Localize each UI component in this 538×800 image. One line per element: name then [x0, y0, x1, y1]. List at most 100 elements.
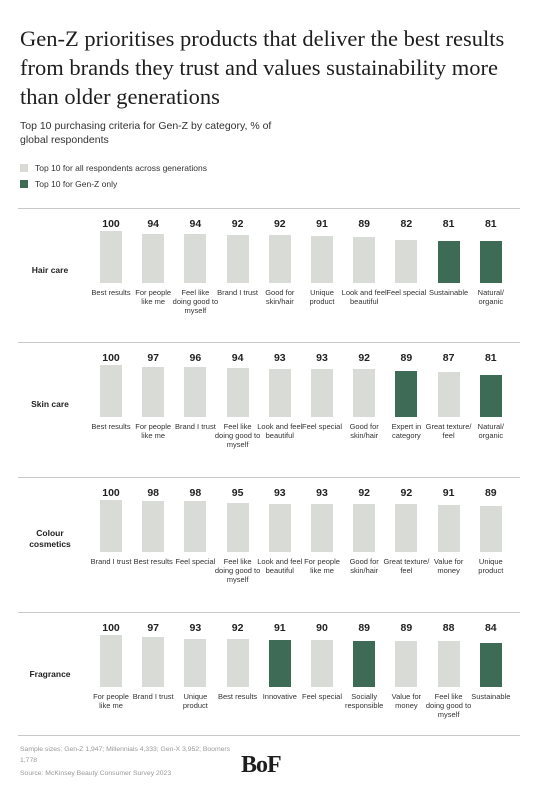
category-label: Sustainable: [471, 692, 511, 701]
value-label: 94: [189, 218, 202, 230]
bar: [184, 367, 207, 417]
category-label: Good for skin/hair: [349, 422, 379, 440]
bar: [353, 369, 376, 417]
bar: [311, 503, 333, 552]
value-label: 94: [231, 352, 244, 364]
bar: [100, 231, 122, 283]
value-label: 95: [231, 487, 244, 499]
panel-title: Colour cosmetics: [29, 528, 71, 549]
category-label: Feel like doing good to myself: [172, 288, 219, 315]
value-label: 92: [231, 218, 244, 230]
value-label: 98: [189, 487, 202, 499]
bar: [437, 371, 460, 417]
source: Source: McKinsey Beauty Consumer Survey …: [20, 770, 172, 777]
category-label: Brand I trust: [132, 692, 174, 701]
bar: [268, 639, 291, 687]
category-label: Brand I trust: [217, 288, 259, 297]
value-label: 84: [484, 622, 497, 634]
bar: [184, 234, 207, 283]
value-label: 90: [316, 622, 328, 634]
category-label: Look and feel beautiful: [341, 288, 387, 306]
bar: [142, 366, 165, 417]
category-label: For people like me: [93, 692, 129, 710]
value-label: 97: [147, 352, 160, 364]
value-label: 81: [442, 218, 455, 230]
bar: [142, 234, 165, 283]
value-label: 92: [231, 622, 244, 634]
bar: [184, 501, 207, 552]
bar: [100, 365, 122, 417]
panel-title: Skin care: [31, 398, 69, 409]
bar: [311, 368, 333, 417]
value-label: 100: [102, 487, 120, 499]
bar: [395, 640, 418, 687]
bar: [142, 501, 165, 552]
category-label: Great texture/ feel: [425, 422, 472, 440]
category-label: Look and feel beautiful: [257, 422, 303, 440]
legend-swatch: [20, 164, 28, 172]
value-label: 100: [102, 622, 120, 634]
bar: [268, 368, 291, 417]
category-label: Feel special: [301, 422, 343, 431]
value-label: 89: [400, 352, 413, 364]
category-label: Unique product: [182, 692, 208, 710]
subtitle: Top 10 purchasing criteria for Gen-Z by …: [20, 120, 272, 146]
bar: [437, 240, 460, 283]
category-label: Unique product: [478, 557, 504, 575]
category-label: Best results: [91, 288, 131, 297]
bar: [226, 368, 249, 417]
bar: [395, 504, 418, 552]
category-label: Best results: [133, 557, 173, 566]
bar: [479, 240, 502, 283]
bar: [268, 235, 291, 283]
bar: [100, 500, 122, 552]
category-label: Expert in category: [391, 422, 422, 440]
bar: [353, 640, 376, 687]
category-label: Feel like doing good to myself: [214, 422, 261, 449]
value-label: 89: [400, 622, 413, 634]
value-label: 91: [442, 487, 455, 499]
title: Gen-Z prioritises products that deliver …: [20, 26, 505, 109]
value-label: 93: [273, 352, 286, 364]
bar: [268, 503, 291, 552]
category-label: Brand I trust: [174, 422, 216, 431]
bar: [100, 635, 122, 687]
category-label: Best results: [218, 692, 258, 701]
bar: [184, 638, 207, 687]
value-label: 91: [316, 218, 328, 230]
category-label: For people like me: [135, 422, 172, 440]
bar: [311, 640, 333, 687]
value-label: 91: [273, 622, 286, 634]
bar: [395, 240, 418, 283]
bar: [142, 636, 165, 687]
value-label: 97: [147, 622, 160, 634]
category-label: Feel like doing good to myself: [425, 692, 472, 719]
divider: [18, 612, 520, 613]
divider: [18, 735, 520, 736]
value-label: 88: [442, 622, 455, 634]
bar: [226, 502, 249, 552]
category-label: Look and feel beautiful: [257, 557, 303, 575]
value-label: 87: [442, 352, 455, 364]
value-label: 82: [400, 218, 413, 230]
value-label: 92: [273, 218, 286, 230]
category-label: Innovative: [262, 692, 297, 701]
category-label: Best results: [91, 422, 131, 431]
legend-swatch: [20, 180, 28, 188]
value-label: 100: [102, 218, 120, 230]
category-label: Value for money: [391, 692, 422, 710]
bar: [437, 641, 460, 687]
category-label: Natural/ organic: [477, 288, 504, 306]
value-label: 92: [400, 487, 413, 499]
divider: [18, 477, 520, 478]
divider: [18, 342, 520, 343]
category-label: For people like me: [304, 557, 340, 575]
panel-title: Hair care: [31, 264, 69, 275]
category-label: Brand I trust: [90, 557, 132, 566]
bar: [226, 235, 249, 283]
value-label: 93: [316, 352, 328, 364]
category-label: Feel special: [175, 557, 216, 566]
category-label: Feel special: [386, 288, 427, 297]
bar: [226, 639, 249, 687]
